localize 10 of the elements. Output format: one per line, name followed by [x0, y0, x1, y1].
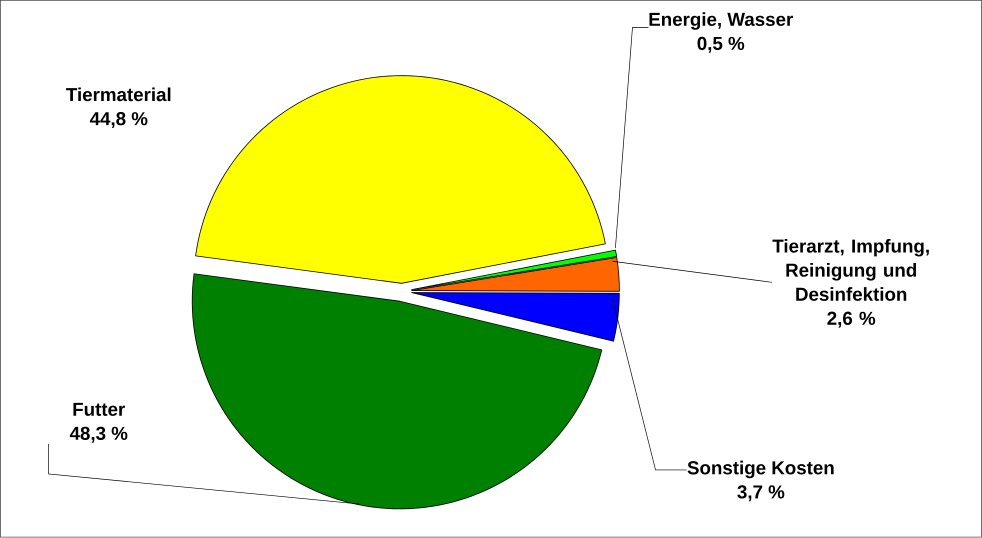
slice-label: Sonstige Kosten [688, 460, 834, 478]
data-label: 2,6 % [827, 312, 876, 328]
slice-label: Tierarzt, Impfung, Reinigung und Desinfektion [772, 239, 929, 302]
slice-label: Energie, Wasser [649, 12, 793, 30]
data-label: 48,3 % [70, 426, 128, 443]
data-label: 3,7 % [737, 485, 784, 502]
data-label: 0,5 % [698, 37, 744, 53]
slice-label: Futter [73, 403, 125, 416]
slice-label: Tiermaterial [66, 88, 170, 102]
data-label: 44,8 % [90, 112, 148, 128]
